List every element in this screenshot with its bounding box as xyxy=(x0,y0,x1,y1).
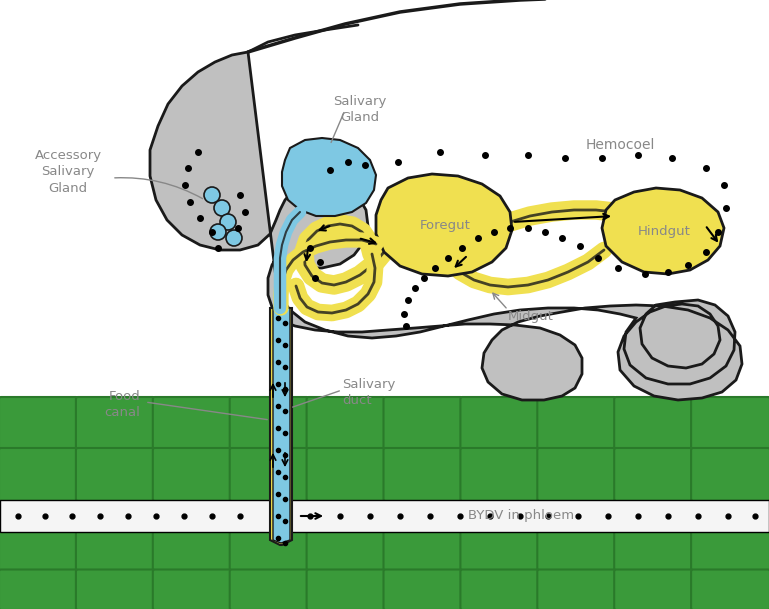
FancyBboxPatch shape xyxy=(0,531,78,571)
FancyBboxPatch shape xyxy=(384,531,462,571)
FancyBboxPatch shape xyxy=(614,448,693,501)
FancyBboxPatch shape xyxy=(538,448,616,501)
Circle shape xyxy=(214,200,230,216)
FancyBboxPatch shape xyxy=(691,569,769,609)
Circle shape xyxy=(220,214,236,230)
FancyBboxPatch shape xyxy=(538,531,616,571)
Polygon shape xyxy=(150,52,742,400)
FancyBboxPatch shape xyxy=(691,397,769,450)
FancyBboxPatch shape xyxy=(76,531,155,571)
FancyBboxPatch shape xyxy=(538,569,616,609)
FancyBboxPatch shape xyxy=(230,531,308,571)
Polygon shape xyxy=(270,308,292,545)
Circle shape xyxy=(210,224,226,240)
Text: Hemocoel: Hemocoel xyxy=(585,138,654,152)
FancyBboxPatch shape xyxy=(307,531,385,571)
FancyBboxPatch shape xyxy=(461,531,539,571)
FancyBboxPatch shape xyxy=(614,569,693,609)
FancyBboxPatch shape xyxy=(153,448,231,501)
FancyBboxPatch shape xyxy=(384,448,462,501)
Text: Midgut: Midgut xyxy=(508,310,554,323)
FancyBboxPatch shape xyxy=(76,397,155,450)
FancyBboxPatch shape xyxy=(614,531,693,571)
FancyBboxPatch shape xyxy=(384,397,462,450)
Text: Salivary
Gland: Salivary Gland xyxy=(333,95,387,124)
FancyBboxPatch shape xyxy=(461,569,539,609)
Text: Accessory
Salivary
Gland: Accessory Salivary Gland xyxy=(35,149,102,194)
Text: Foregut: Foregut xyxy=(420,219,471,231)
FancyBboxPatch shape xyxy=(384,569,462,609)
FancyBboxPatch shape xyxy=(307,448,385,501)
FancyBboxPatch shape xyxy=(538,397,616,450)
Polygon shape xyxy=(273,308,290,543)
FancyBboxPatch shape xyxy=(307,569,385,609)
FancyBboxPatch shape xyxy=(461,448,539,501)
FancyBboxPatch shape xyxy=(76,448,155,501)
Circle shape xyxy=(204,187,220,203)
Polygon shape xyxy=(602,188,724,274)
FancyBboxPatch shape xyxy=(230,397,308,450)
FancyBboxPatch shape xyxy=(230,569,308,609)
FancyBboxPatch shape xyxy=(153,531,231,571)
FancyBboxPatch shape xyxy=(230,448,308,501)
Text: Hindgut: Hindgut xyxy=(638,225,691,239)
Circle shape xyxy=(226,230,242,246)
Bar xyxy=(0,500,769,532)
Text: BYDV in phloem: BYDV in phloem xyxy=(468,510,574,523)
Text: Salivary
duct: Salivary duct xyxy=(342,378,395,407)
FancyBboxPatch shape xyxy=(461,397,539,450)
FancyBboxPatch shape xyxy=(153,397,231,450)
FancyBboxPatch shape xyxy=(0,397,78,450)
Text: Food
canal: Food canal xyxy=(104,390,140,419)
FancyBboxPatch shape xyxy=(76,569,155,609)
Polygon shape xyxy=(282,138,376,216)
FancyBboxPatch shape xyxy=(691,531,769,571)
FancyBboxPatch shape xyxy=(307,397,385,450)
FancyBboxPatch shape xyxy=(0,569,78,609)
Polygon shape xyxy=(376,174,512,276)
FancyBboxPatch shape xyxy=(0,448,78,501)
FancyBboxPatch shape xyxy=(691,448,769,501)
FancyBboxPatch shape xyxy=(153,569,231,609)
FancyBboxPatch shape xyxy=(614,397,693,450)
